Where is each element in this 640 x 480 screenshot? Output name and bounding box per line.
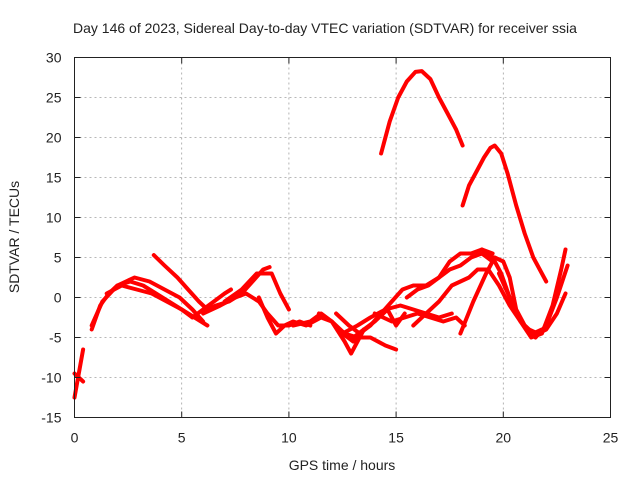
grid bbox=[74, 57, 611, 418]
series-track-5 bbox=[104, 283, 210, 328]
series-track-22 bbox=[497, 247, 568, 340]
y-tick-label: 5 bbox=[54, 250, 62, 266]
series-track-13 bbox=[340, 303, 454, 336]
x-tick-label: 15 bbox=[388, 430, 404, 446]
y-tick-label: -10 bbox=[41, 370, 61, 386]
series-track-17 bbox=[404, 251, 495, 300]
plot-frame bbox=[74, 57, 611, 418]
x-axis-title: GPS time / hours bbox=[289, 457, 396, 473]
series-track-16 bbox=[379, 69, 465, 156]
series-track-19 bbox=[458, 255, 544, 336]
x-tick-label: 0 bbox=[71, 430, 79, 446]
y-tick-label: 10 bbox=[46, 210, 62, 226]
y-tick-label: 25 bbox=[46, 90, 62, 106]
axis-ticks: 0 5 10 15 20 25 -15 -10 -5 0 5 10 15 20 25 30 bbox=[41, 50, 618, 446]
x-tick-label: 25 bbox=[603, 430, 619, 446]
y-tick-label: 0 bbox=[54, 290, 62, 306]
y-tick-label: 30 bbox=[46, 50, 62, 66]
y-tick-label: -15 bbox=[41, 410, 61, 426]
series-track-20 bbox=[460, 143, 549, 284]
series-layer bbox=[72, 69, 570, 400]
y-axis-title: SDTVAR / TECUs bbox=[6, 181, 22, 293]
series-track-4 bbox=[89, 275, 206, 328]
y-tick-label: 15 bbox=[46, 170, 62, 186]
y-tick-label: 20 bbox=[46, 130, 62, 146]
x-tick-label: 5 bbox=[178, 430, 186, 446]
x-tick-label: 20 bbox=[496, 430, 512, 446]
chart-title: Day 146 of 2023, Sidereal Day-to-day VTE… bbox=[73, 20, 577, 36]
series-track-8 bbox=[222, 271, 291, 312]
y-tick-label: -5 bbox=[49, 330, 62, 346]
series-track-1 bbox=[72, 347, 86, 400]
x-tick-label: 10 bbox=[281, 430, 297, 446]
series-track-9 bbox=[256, 295, 366, 344]
series-track-11 bbox=[316, 311, 366, 356]
